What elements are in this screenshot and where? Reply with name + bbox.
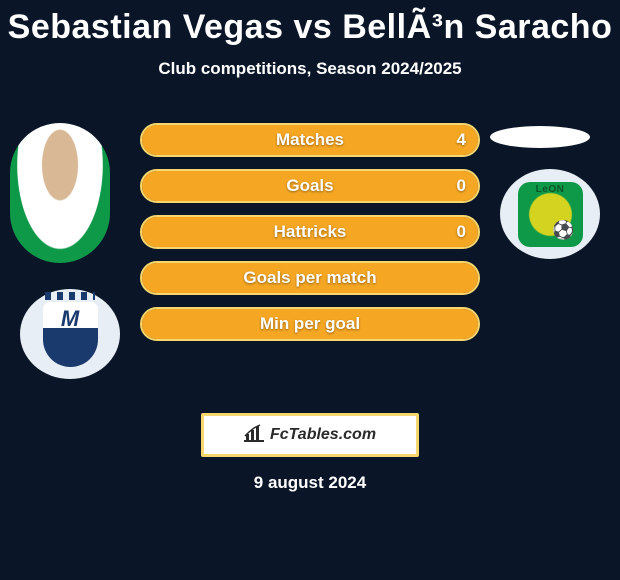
player-left-avatar — [10, 123, 110, 263]
stat-row-min-per-goal: Min per goal — [140, 307, 480, 341]
leon-crest-icon — [518, 182, 583, 247]
stat-label: Goals — [286, 176, 333, 196]
stat-row-matches: Matches 4 — [140, 123, 480, 157]
stat-label: Min per goal — [260, 314, 360, 334]
monterrey-crest-icon — [43, 302, 98, 367]
page-title: Sebastian Vegas vs BellÃ³n Saracho — [0, 8, 620, 47]
stat-value-left: 4 — [457, 130, 466, 150]
club-left-crest — [20, 289, 120, 379]
stats-column: Matches 4 Goals 0 Hattricks 0 Goals per … — [140, 123, 480, 353]
stat-row-goals: Goals 0 — [140, 169, 480, 203]
brand-text: FcTables.com — [270, 426, 376, 444]
stat-label: Matches — [276, 130, 344, 150]
stat-row-goals-per-match: Goals per match — [140, 261, 480, 295]
stat-label: Hattricks — [274, 222, 347, 242]
brand-box[interactable]: FcTables.com — [201, 413, 419, 457]
player-right-avatar — [490, 126, 590, 148]
stat-value-left: 0 — [457, 176, 466, 196]
subtitle: Club competitions, Season 2024/2025 — [0, 59, 620, 79]
stat-value-left: 0 — [457, 222, 466, 242]
root: Sebastian Vegas vs BellÃ³n Saracho Club … — [0, 0, 620, 493]
stat-row-hattricks: Hattricks 0 — [140, 215, 480, 249]
chart-icon — [244, 424, 264, 447]
date-label: 9 august 2024 — [0, 473, 620, 493]
comparison-area: Matches 4 Goals 0 Hattricks 0 Goals per … — [0, 111, 620, 391]
stat-label: Goals per match — [243, 268, 376, 288]
club-right-crest — [500, 169, 600, 259]
